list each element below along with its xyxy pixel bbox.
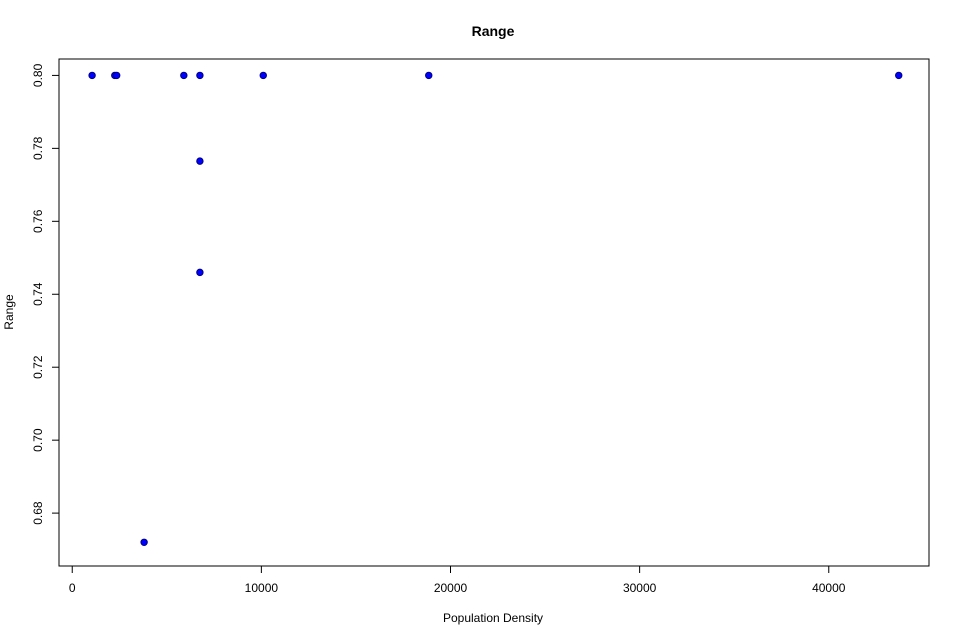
x-axis: 0 10000 20000 30000 40000 — [69, 565, 846, 595]
data-point — [259, 71, 267, 80]
data-point — [140, 538, 148, 546]
x-tick-label: 10000 — [245, 581, 279, 595]
chart-title: Range — [472, 23, 515, 39]
data-point — [895, 71, 903, 80]
x-axis-label: Population Density — [443, 611, 543, 625]
y-tick-label: 0.80 — [31, 63, 45, 87]
data-point — [425, 71, 433, 80]
data-points — [88, 71, 903, 546]
data-point — [180, 71, 188, 80]
y-tick-label: 0.72 — [31, 355, 45, 379]
x-tick-label: 30000 — [623, 581, 657, 595]
y-axis-label: Range — [2, 294, 16, 330]
x-tick-label: 40000 — [812, 581, 846, 595]
y-tick-label: 0.68 — [31, 501, 45, 525]
data-point — [88, 71, 96, 80]
data-point — [196, 268, 204, 277]
x-tick-label: 20000 — [434, 581, 468, 595]
data-point — [112, 71, 121, 80]
y-tick-label: 0.78 — [31, 136, 45, 160]
plot-frame — [58, 58, 930, 567]
y-tick-label: 0.70 — [31, 428, 45, 452]
data-point — [196, 71, 204, 80]
y-axis: 0.68 0.70 0.72 0.74 0.76 0.78 0.80 — [31, 63, 60, 525]
data-point — [196, 157, 204, 165]
x-tick-label: 0 — [69, 581, 76, 595]
y-tick-label: 0.74 — [31, 282, 45, 306]
y-tick-label: 0.76 — [31, 209, 45, 233]
